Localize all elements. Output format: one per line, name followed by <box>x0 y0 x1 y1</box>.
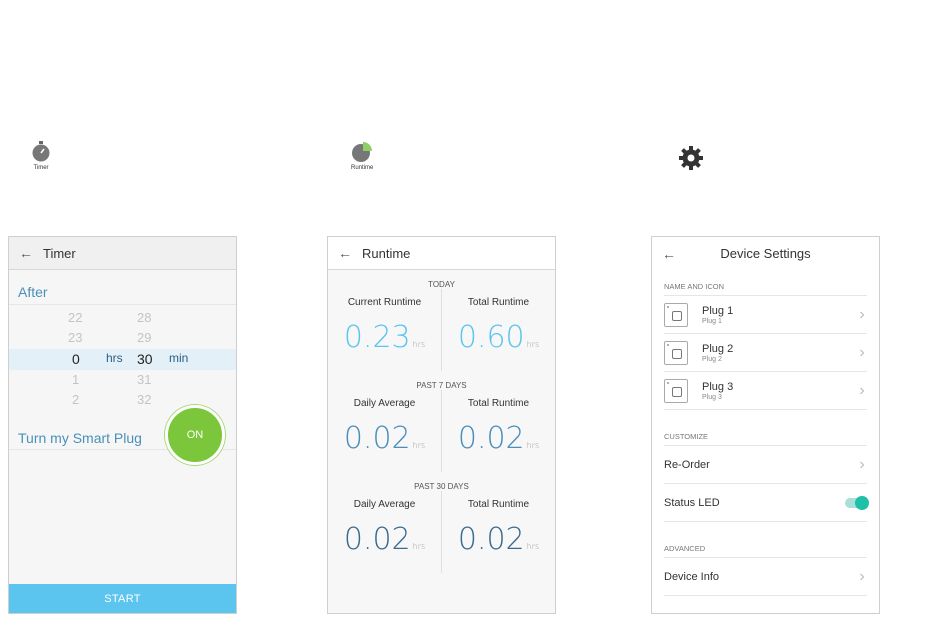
on-label: ON <box>186 429 204 441</box>
hour-selected[interactable]: 0 <box>72 351 80 367</box>
stat-total-runtime: Total Runtime 0.02 hrs <box>441 390 555 472</box>
section-label-30-days: PAST 30 DAYS <box>414 482 469 491</box>
device-settings-screen: ← Device Settings NAME AND ICON Plug 1 P… <box>651 236 880 614</box>
timer-title: Timer <box>43 245 76 261</box>
chevron-right-icon: › <box>859 305 865 323</box>
back-arrow-icon[interactable]: ← <box>19 245 33 261</box>
minute-option[interactable]: 28 <box>137 310 152 325</box>
chevron-right-icon: › <box>859 343 865 361</box>
plug-subtitle: Plug 1 <box>702 317 722 325</box>
divider <box>664 521 867 522</box>
back-arrow-icon[interactable]: ← <box>662 245 676 262</box>
plug-subtitle: Plug 3 <box>702 393 722 401</box>
toggle-knob <box>855 495 869 510</box>
timer-caption: Timer <box>33 165 49 171</box>
section-label-today: TODAY <box>428 280 455 289</box>
chevron-right-icon: › <box>859 567 865 585</box>
stat-row-7-days: Daily Average 0.02 hrs Total Runtime 0.02… <box>328 390 555 472</box>
back-arrow-icon[interactable]: ← <box>338 245 352 261</box>
reorder-row[interactable]: Re-Order › <box>664 445 867 483</box>
stat-label: Total Runtime <box>467 297 530 308</box>
minute-selected[interactable]: 30 <box>137 351 153 367</box>
minute-option[interactable]: 31 <box>137 372 152 387</box>
stat-value: 0.02 hrs <box>457 421 540 456</box>
stat-label: Current Runtime <box>347 297 422 308</box>
runtime-title: Runtime <box>362 245 411 261</box>
hrs-unit-label: hrs <box>106 351 123 365</box>
settings-top-icon[interactable] <box>678 145 704 171</box>
plug-subtitle: Plug 2 <box>702 355 722 363</box>
plug-icon <box>664 340 688 365</box>
stat-value: 0.02 hrs <box>343 522 426 557</box>
reorder-label: Re-Order <box>664 458 710 471</box>
plug-icon <box>664 378 688 403</box>
settings-header: ← Device Settings <box>652 237 879 270</box>
stat-value: 0.60 hrs <box>457 320 540 355</box>
group-customize: CUSTOMIZE <box>664 432 709 441</box>
stopwatch-icon <box>32 141 50 162</box>
runtime-screen: ← Runtime TODAY Current Runtime 0.23 hrs … <box>327 236 556 614</box>
hour-option[interactable]: 23 <box>68 330 83 345</box>
stat-value: 0.23 hrs <box>343 320 426 355</box>
stat-label: Total Runtime <box>467 499 530 510</box>
runtime-top-icon[interactable]: Runtime <box>351 141 373 171</box>
plug-row-3[interactable]: Plug 3 Plug 3 › <box>664 371 867 409</box>
chevron-right-icon: › <box>859 381 865 399</box>
timer-top-icon[interactable]: Timer <box>31 141 51 171</box>
divider <box>664 409 867 410</box>
stat-value: 0.02 hrs <box>457 522 540 557</box>
timer-header: ← Timer <box>9 237 236 270</box>
stat-label: Total Runtime <box>467 398 530 409</box>
hour-option[interactable]: 2 <box>72 392 80 407</box>
settings-title: Device Settings <box>720 246 811 261</box>
stat-row-30-days: Daily Average 0.02 hrs Total Runtime 0.02… <box>328 491 555 573</box>
plug-name: Plug 1 <box>702 304 734 317</box>
time-picker[interactable]: 22 23 0 1 2 hrs 28 29 30 31 32 min <box>9 305 236 407</box>
minute-option[interactable]: 29 <box>137 330 152 345</box>
divider <box>9 449 236 450</box>
runtime-caption: Runtime <box>351 165 374 171</box>
device-info-label: Device Info <box>664 570 720 583</box>
stat-row-today: Current Runtime 0.23 hrs Total Runtime 0.… <box>328 289 555 371</box>
stat-label: Daily Average <box>353 398 416 409</box>
group-name-and-icon: NAME AND ICON <box>664 282 725 291</box>
hour-option[interactable]: 22 <box>68 310 83 325</box>
after-label: After <box>9 270 236 305</box>
status-led-row: Status LED <box>664 483 869 521</box>
hour-option[interactable]: 1 <box>72 372 80 387</box>
group-advanced: ADVANCED <box>664 544 706 553</box>
picker-selection-band <box>9 349 236 370</box>
on-off-toggle-button[interactable]: ON <box>165 405 225 465</box>
turn-smart-plug-label: Turn my Smart Plug <box>18 430 142 446</box>
runtime-header: ← Runtime <box>328 237 555 270</box>
divider <box>664 595 867 596</box>
section-label-7-days: PAST 7 DAYS <box>416 381 467 390</box>
stat-label: Daily Average <box>353 499 416 510</box>
plug-row-1[interactable]: Plug 1 Plug 1 › <box>664 295 867 333</box>
device-info-row[interactable]: Device Info › <box>664 557 867 595</box>
pie-chart-icon <box>352 142 373 162</box>
stat-daily-average: Daily Average 0.02 hrs <box>328 390 441 472</box>
stat-total-runtime: Total Runtime 0.02 hrs <box>441 491 555 573</box>
stat-daily-average: Daily Average 0.02 hrs <box>328 491 441 573</box>
min-unit-label: min <box>169 351 189 365</box>
chevron-right-icon: › <box>859 455 865 473</box>
stat-current-runtime: Current Runtime 0.23 hrs <box>328 289 441 371</box>
status-led-toggle[interactable] <box>845 495 869 510</box>
minute-option[interactable]: 32 <box>137 392 152 407</box>
plug-name: Plug 3 <box>702 380 734 393</box>
gear-icon <box>679 146 703 170</box>
timer-screen: ← Timer After 22 23 0 1 2 hrs 28 29 30 3… <box>8 236 237 614</box>
start-label: START <box>104 592 141 605</box>
status-led-label: Status LED <box>664 496 720 509</box>
start-button[interactable]: START <box>9 584 236 613</box>
plug-row-2[interactable]: Plug 2 Plug 2 › <box>664 333 867 371</box>
plug-icon <box>664 302 688 327</box>
stat-total-runtime: Total Runtime 0.60 hrs <box>441 289 555 371</box>
stat-value: 0.02 hrs <box>343 421 426 456</box>
plug-name: Plug 2 <box>702 342 734 355</box>
